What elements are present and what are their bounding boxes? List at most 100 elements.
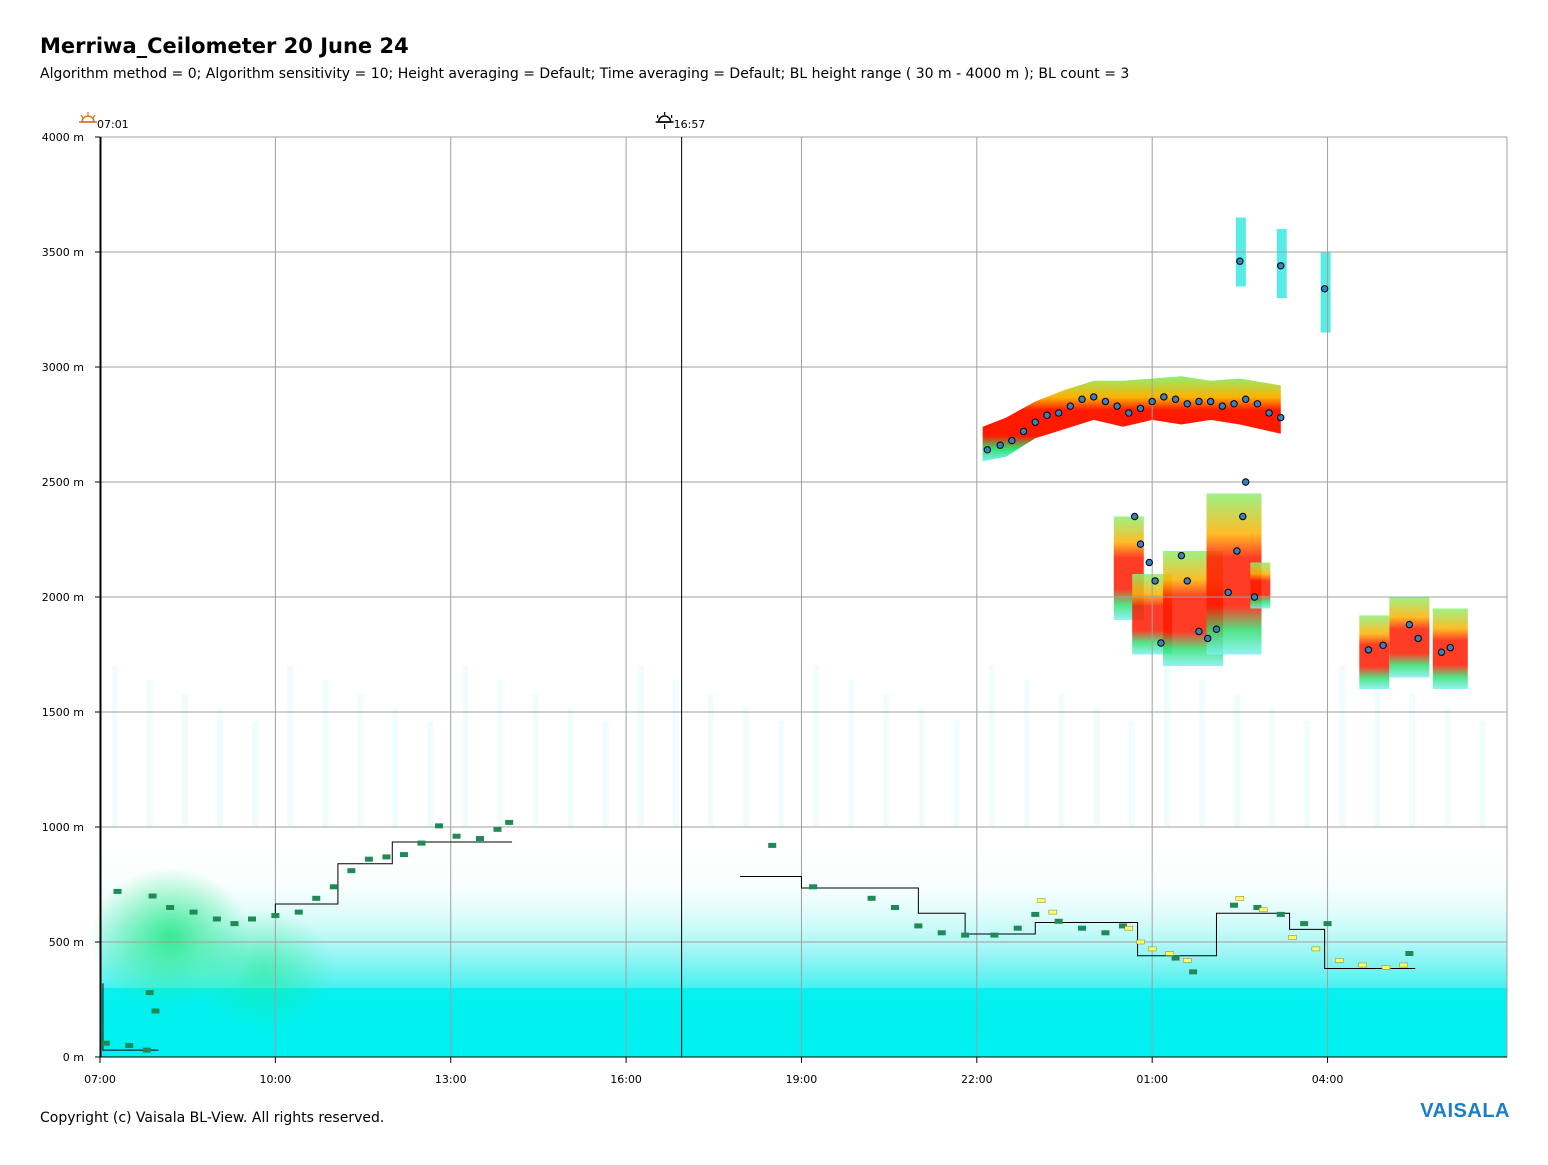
bl-point-yellow bbox=[1124, 925, 1134, 931]
bl-point-green bbox=[145, 990, 154, 996]
aerosol-streak bbox=[251, 721, 258, 827]
aerosol-streak bbox=[918, 707, 925, 827]
y-tick-label: 3500 m bbox=[42, 246, 84, 259]
bl-point-yellow bbox=[1235, 896, 1245, 901]
sunrise-icon bbox=[78, 112, 97, 123]
cloud-base-point bbox=[1414, 634, 1422, 643]
bl-step-line bbox=[274, 841, 513, 915]
bl-step-lines bbox=[102, 841, 1416, 1051]
aerosol-streak bbox=[357, 693, 364, 827]
aerosol-streak bbox=[462, 666, 469, 827]
aerosol-streak bbox=[707, 693, 714, 827]
bl-point-green bbox=[113, 888, 122, 894]
sunrise-icon-ray bbox=[92, 114, 96, 119]
bl-point-yellow bbox=[1136, 939, 1145, 945]
bl-point-green bbox=[364, 856, 373, 862]
vaisala-logo: VAISALA bbox=[1420, 1100, 1510, 1122]
bl-point-green bbox=[1054, 918, 1063, 924]
aerosol-streak bbox=[742, 707, 749, 827]
sunrise-icon-sun bbox=[81, 115, 95, 123]
bl-point-green bbox=[890, 905, 899, 910]
bl-point-green bbox=[961, 932, 970, 938]
cloud-base-point bbox=[1277, 413, 1285, 422]
aerosol-streak bbox=[1339, 666, 1346, 827]
y-tick-label: 0 m bbox=[63, 1051, 84, 1064]
sunrise-label: 07:01 bbox=[97, 118, 129, 131]
cloud-base-point bbox=[1265, 409, 1273, 417]
bl-point-green bbox=[1276, 911, 1285, 917]
cloud-base-point bbox=[1145, 558, 1153, 567]
aerosol-streak bbox=[392, 707, 399, 827]
bl-point-green bbox=[1171, 955, 1180, 961]
cloud-base-point bbox=[1008, 436, 1016, 445]
aerosol-streak bbox=[778, 721, 785, 827]
bl-point-yellow bbox=[1258, 907, 1268, 913]
cloud-base-point bbox=[1130, 512, 1139, 521]
cloud-base-point bbox=[1183, 400, 1191, 408]
aerosol-streak bbox=[427, 721, 434, 827]
cloud-base-point bbox=[1195, 627, 1203, 636]
cloud-base-point bbox=[1405, 620, 1414, 629]
bl-point-green bbox=[148, 893, 157, 899]
bl-point-green bbox=[1101, 930, 1110, 936]
aerosol-streak bbox=[953, 721, 960, 827]
bl-point-green bbox=[1405, 951, 1414, 956]
cloud-base-point bbox=[1218, 402, 1227, 410]
bl-point-green bbox=[1230, 902, 1239, 908]
bl-point-yellow bbox=[1183, 958, 1192, 963]
bl-point-green bbox=[768, 842, 777, 848]
cloud-base-point bbox=[1277, 262, 1285, 270]
aerosol-streak bbox=[883, 693, 890, 827]
aerosol-streak bbox=[988, 666, 995, 827]
cloud-plume bbox=[1250, 562, 1271, 609]
aerosol-streak bbox=[1374, 679, 1381, 827]
cloud-base-point bbox=[1233, 547, 1241, 555]
cloud-base-point bbox=[1171, 395, 1180, 403]
x-tick-label: 07:00 bbox=[84, 1073, 116, 1086]
bl-point-green bbox=[914, 923, 923, 929]
cloud-plume bbox=[1389, 597, 1430, 678]
bl-point-green bbox=[867, 895, 876, 901]
x-tick-label: 10:00 bbox=[260, 1073, 292, 1086]
cloud-base-point bbox=[1250, 593, 1259, 601]
bl-point-green bbox=[1189, 969, 1198, 975]
cloud-base-point bbox=[1090, 393, 1098, 401]
bl-point-green bbox=[312, 895, 321, 901]
x-tick-label: 04:00 bbox=[1312, 1073, 1344, 1086]
cloud-base-point bbox=[1101, 397, 1110, 406]
bl-point-yellow bbox=[1311, 946, 1321, 952]
bl-point-yellow bbox=[1334, 958, 1344, 963]
aerosol-streak bbox=[1479, 721, 1486, 827]
cloud-base-point bbox=[1206, 397, 1215, 406]
cloud-base-point bbox=[1177, 551, 1186, 560]
bl-point-green bbox=[809, 884, 818, 890]
cloud-base-point bbox=[1364, 646, 1373, 654]
cloud-base-point bbox=[1043, 411, 1051, 419]
bl-step-line bbox=[740, 875, 1416, 969]
sun-markers: 07:01 16:57 bbox=[78, 112, 705, 1057]
aerosol-streak bbox=[146, 679, 153, 827]
bl-point-green bbox=[990, 932, 999, 938]
aerosol-streak bbox=[1023, 679, 1030, 827]
y-tick-label: 1500 m bbox=[42, 706, 84, 719]
bl-point-green bbox=[247, 916, 256, 922]
bl-point-green bbox=[1013, 925, 1022, 931]
copyright-text: Copyright (c) Vaisala BL-View. All right… bbox=[40, 1110, 385, 1126]
y-tick-label: 3000 m bbox=[42, 361, 84, 374]
cloud-base-point bbox=[983, 446, 992, 454]
sunset-icon-sun bbox=[657, 115, 672, 123]
axes: 0 m 500 m 1000 m 1500 m 2000 m 2500 m 3000 m 35… bbox=[42, 131, 1507, 1086]
cloud-base-point bbox=[1136, 540, 1145, 548]
y-tick-label: 2500 m bbox=[42, 476, 84, 489]
aerosol-streak bbox=[216, 707, 223, 827]
x-tick-label: 01:00 bbox=[1136, 1073, 1168, 1086]
aerosol-streak bbox=[181, 693, 188, 827]
bl-point-yellow bbox=[1036, 898, 1046, 903]
bl-point-green bbox=[329, 884, 338, 890]
aerosol-streak bbox=[1304, 721, 1311, 827]
chart-title: Merriwa_Ceilometer 20 June 24 bbox=[40, 34, 409, 58]
aerosol-streak bbox=[637, 666, 644, 827]
sunset-icon bbox=[655, 112, 674, 129]
y-tick-label: 2000 m bbox=[42, 591, 84, 604]
